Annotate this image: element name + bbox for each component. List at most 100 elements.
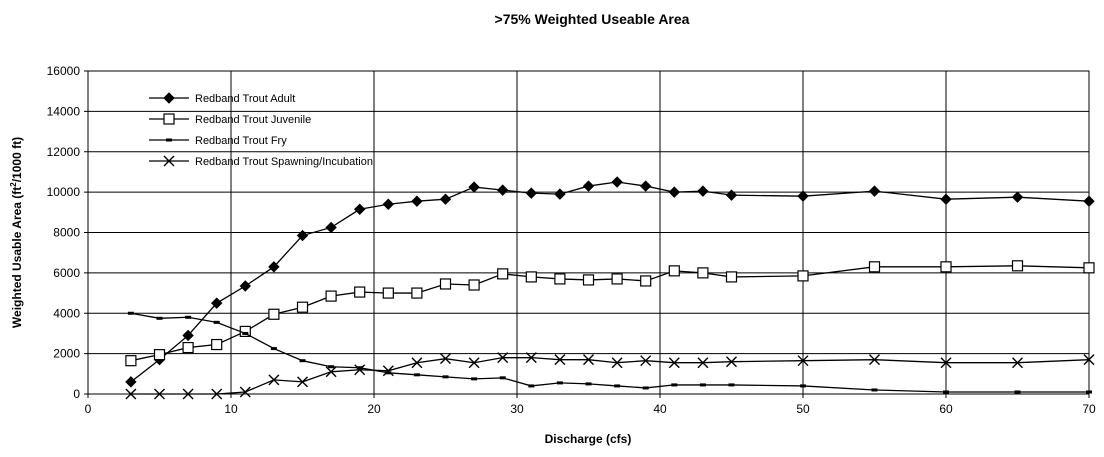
x-tick-label: 40 xyxy=(653,402,667,416)
square-marker xyxy=(525,271,537,283)
diamond-marker xyxy=(554,188,566,200)
dash-marker xyxy=(413,373,420,377)
dash-marker xyxy=(728,383,735,387)
x-marker xyxy=(211,388,223,400)
x-marker xyxy=(154,388,165,400)
x-marker xyxy=(640,355,652,367)
x-marker xyxy=(554,354,566,366)
dash-marker xyxy=(1086,390,1092,394)
y-axis-label: Weighted Usable Area (ft2/1000 ft) xyxy=(9,137,24,328)
legend-label: Redband Trout Juvenile xyxy=(195,114,311,126)
series-x xyxy=(125,352,1095,400)
dash-marker xyxy=(328,365,335,369)
diamond-marker xyxy=(697,185,709,197)
square-marker xyxy=(296,301,309,313)
diamond-marker xyxy=(239,280,252,292)
y-tick-label: 16000 xyxy=(47,64,81,78)
dash-marker xyxy=(242,331,249,335)
dash-marker xyxy=(299,359,306,363)
dash-marker xyxy=(213,320,220,324)
x-marker xyxy=(239,386,251,398)
dash-marker xyxy=(471,377,478,381)
square-marker xyxy=(668,265,680,277)
x-tick-label: 10 xyxy=(224,402,238,416)
square-marker xyxy=(125,355,137,367)
square-marker xyxy=(211,338,223,351)
dash-marker xyxy=(185,315,192,319)
x-marker xyxy=(611,357,623,369)
dash-marker xyxy=(1014,390,1021,394)
y-tick-label: 6000 xyxy=(53,266,80,280)
square-marker xyxy=(153,349,166,361)
dash-marker xyxy=(943,390,949,394)
y-tick-label: 4000 xyxy=(53,306,80,320)
diamond-marker xyxy=(525,187,538,199)
diamond-marker xyxy=(797,190,809,202)
x-marker xyxy=(1012,357,1023,369)
x-marker xyxy=(940,357,952,369)
legend-label: Redband Trout Fry xyxy=(195,135,287,147)
x-marker xyxy=(468,357,480,369)
diamond-marker xyxy=(468,181,480,193)
square-marker xyxy=(725,271,738,283)
legend-label: Redband Trout Adult xyxy=(195,93,295,105)
x-marker xyxy=(163,155,175,167)
dash-marker xyxy=(356,366,363,370)
diamond-marker xyxy=(868,185,881,197)
dash-marker xyxy=(127,311,134,315)
diamond-marker xyxy=(268,261,280,273)
x-marker xyxy=(268,374,280,386)
x-marker xyxy=(354,364,366,376)
series-square xyxy=(125,260,1095,367)
dash-marker xyxy=(442,375,449,379)
y-tick-label: 12000 xyxy=(47,145,81,159)
diamond-marker xyxy=(940,193,952,205)
dash-marker xyxy=(270,347,277,351)
dash-marker xyxy=(614,384,621,388)
square-marker xyxy=(182,341,194,354)
plot-frame xyxy=(87,70,1090,395)
square-marker xyxy=(468,279,480,291)
x-tick-label: 30 xyxy=(510,402,524,416)
x-marker xyxy=(382,365,394,377)
dash-marker xyxy=(156,316,163,320)
diamond-marker xyxy=(1011,191,1024,203)
diamond-marker xyxy=(668,186,681,198)
square-marker xyxy=(325,290,337,302)
x-tick-label: 50 xyxy=(796,402,810,416)
legend-item: Redband Trout Fry xyxy=(149,135,287,147)
square-marker xyxy=(554,273,566,285)
x-axis-label: Discharge (cfs) xyxy=(545,432,632,446)
diamond-marker xyxy=(639,180,652,192)
y-tick-labels: 0 2000 4000 6000 8000 10000 12000 14000 16000 xyxy=(47,64,81,401)
diamond-marker xyxy=(296,229,309,242)
dash-marker xyxy=(871,388,878,392)
legend-item: Redband Trout Adult xyxy=(149,92,295,105)
series-group xyxy=(125,176,1095,400)
dash-marker xyxy=(528,384,535,388)
diamond-marker xyxy=(611,176,623,188)
square-marker xyxy=(411,287,423,299)
x-marker xyxy=(440,353,451,365)
dash-marker xyxy=(499,376,506,380)
square-marker xyxy=(1011,260,1024,272)
legend-label: Redband Trout Spawning/Incubation xyxy=(195,156,373,168)
dash-marker xyxy=(642,386,649,390)
square-marker xyxy=(797,270,809,282)
x-marker xyxy=(182,388,194,400)
x-marker xyxy=(1083,354,1095,366)
square-marker xyxy=(1083,262,1095,274)
x-tick-label: 20 xyxy=(367,402,381,416)
y-tick-label: 10000 xyxy=(47,185,81,199)
legend: Redband Trout Adult Redband Trout Juvenil… xyxy=(149,92,373,168)
dash-marker xyxy=(800,384,806,388)
legend-item: Redband Trout Spawning/Incubation xyxy=(149,155,373,168)
x-marker xyxy=(325,366,337,378)
square-marker xyxy=(354,286,366,298)
square-marker xyxy=(868,261,881,273)
dash-marker xyxy=(699,383,706,387)
x-marker xyxy=(411,357,423,369)
diamond-marker xyxy=(353,203,366,215)
diamond-marker xyxy=(182,329,194,342)
